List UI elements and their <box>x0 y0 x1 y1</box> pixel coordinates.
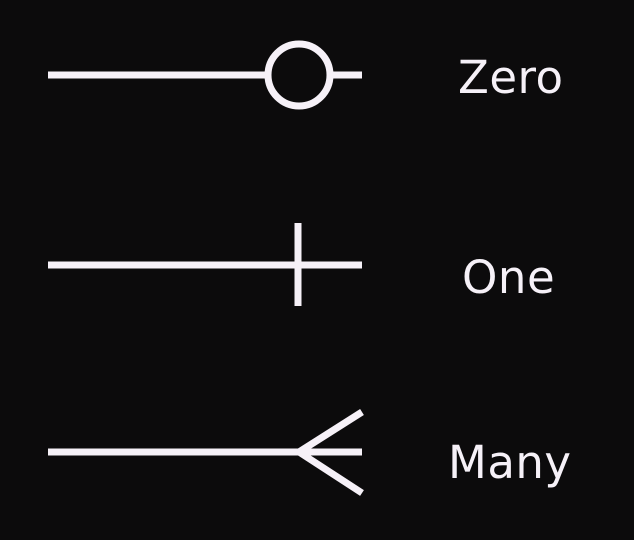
legend-row-one: One <box>0 205 634 325</box>
legend-label-many: Many <box>448 436 572 489</box>
legend-label-zero: Zero <box>458 51 564 104</box>
zero-notation <box>48 40 362 110</box>
crows-foot-icon-lower <box>297 449 364 496</box>
many-notation <box>48 409 364 496</box>
one-notation <box>48 223 362 306</box>
ring-icon <box>264 40 334 110</box>
legend-row-many: Many <box>0 400 634 520</box>
legend-row-zero: Zero <box>0 15 634 135</box>
crows-foot-icon-upper <box>297 409 364 455</box>
legend-label-one: One <box>462 251 556 304</box>
